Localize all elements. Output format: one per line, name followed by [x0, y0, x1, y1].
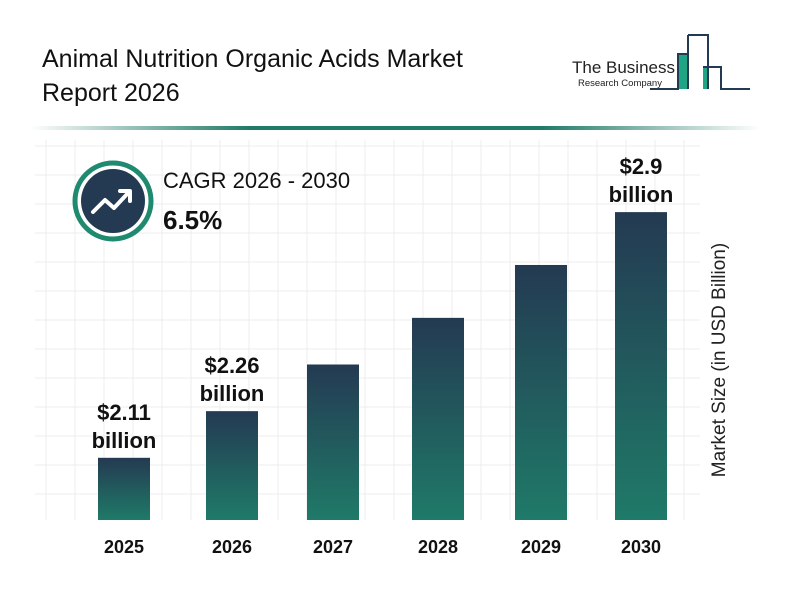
x-tick-label: 2027	[313, 537, 353, 557]
cagr-value: 6.5%	[163, 205, 223, 235]
logo-buildings-icon	[650, 34, 750, 90]
x-tick-label: 2029	[521, 537, 561, 557]
bar-2025	[98, 457, 150, 520]
logo-subtext: Research Company	[578, 78, 662, 89]
bar-2026	[206, 411, 258, 520]
data-label: billion	[200, 381, 265, 406]
data-label: $2.9	[620, 154, 663, 179]
bar-2030	[615, 212, 667, 521]
x-tick-label: 2030	[621, 537, 661, 557]
x-tick-label: 2028	[418, 537, 458, 557]
data-label: $2.11	[97, 400, 151, 425]
x-tick-label: 2025	[104, 537, 144, 557]
page-title: Animal Nutrition Organic Acids Market Re…	[42, 45, 463, 107]
bar-2028	[412, 317, 464, 520]
bar-2027	[307, 364, 359, 520]
data-label: billion	[609, 182, 674, 207]
data-label: $2.26	[204, 353, 259, 378]
trending-up-icon	[72, 160, 154, 242]
bar-2029	[515, 264, 567, 520]
data-label: billion	[92, 428, 157, 453]
x-tick-label: 2026	[212, 537, 252, 557]
cagr-label: CAGR 2026 - 2030	[163, 168, 351, 193]
logo-text: The Business	[572, 58, 675, 77]
y-axis-label: Market Size (in USD Billion)	[709, 242, 730, 478]
divider	[30, 126, 760, 130]
